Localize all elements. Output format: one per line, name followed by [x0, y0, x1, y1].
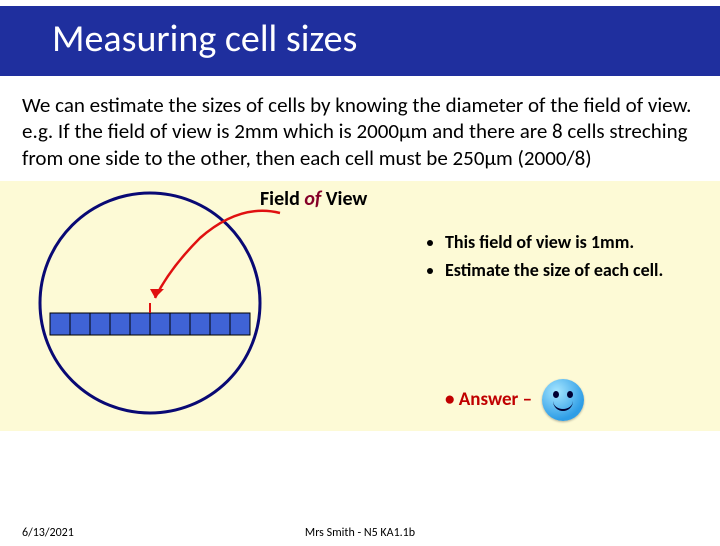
footer-center: Mrs Smith - N5 KA1.1b: [305, 526, 415, 540]
diagram-bullets: This field of view is 1mm. Estimate the …: [445, 231, 705, 287]
answer-label: • Answer –: [445, 388, 532, 411]
smiley-icon: [542, 379, 584, 421]
bullet-2: Estimate the size of each cell.: [445, 259, 705, 281]
title-bar: Measuring cell sizes: [0, 6, 720, 76]
bullet-1: This field of view is 1mm.: [445, 231, 705, 253]
diagram-heading: Field of View: [260, 187, 367, 211]
heading-view: View: [321, 187, 367, 211]
footer-date: 6/13/2021: [22, 526, 74, 540]
heading-of: of: [304, 187, 321, 211]
heading-field: Field: [260, 187, 304, 211]
slide-title: Measuring cell sizes: [52, 16, 696, 62]
field-of-view-diagram: [30, 183, 290, 429]
answer-row: • Answer –: [445, 379, 705, 421]
diagram-area: Field of View This field of view is 1mm.…: [0, 181, 720, 431]
body-paragraph: We can estimate the sizes of cells by kn…: [0, 76, 720, 177]
